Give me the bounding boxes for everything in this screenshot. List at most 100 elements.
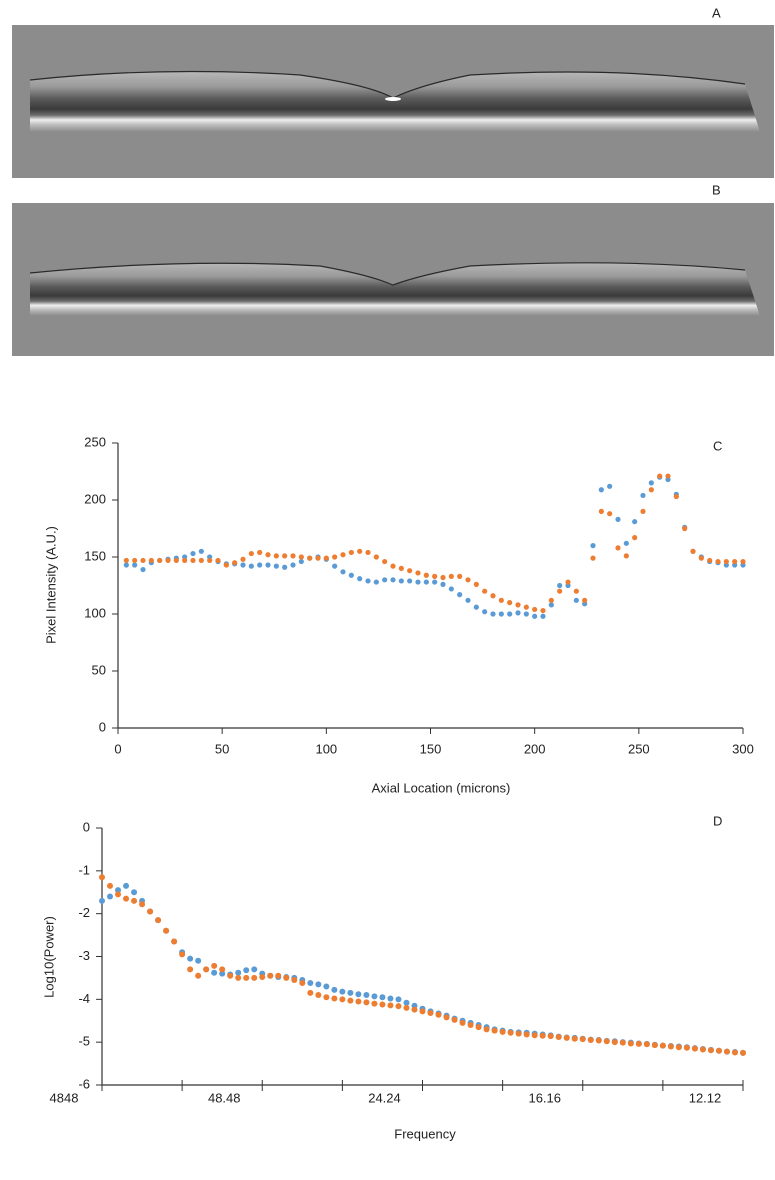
data-point bbox=[251, 966, 258, 973]
data-point bbox=[573, 597, 579, 603]
x-tick-label: 200 bbox=[524, 741, 546, 756]
data-point bbox=[299, 980, 306, 987]
y-tick-label: 50 bbox=[92, 662, 106, 677]
x-tick-label: 24.24 bbox=[368, 1090, 401, 1105]
data-point bbox=[275, 972, 282, 979]
data-point bbox=[157, 557, 163, 564]
data-point bbox=[227, 972, 234, 979]
x-tick-label: 4848 bbox=[50, 1090, 79, 1105]
y-tick-label: 0 bbox=[99, 719, 106, 734]
y-tick-label: 200 bbox=[84, 491, 106, 506]
x-tick-label: 300 bbox=[732, 741, 754, 756]
data-point bbox=[598, 508, 604, 514]
data-point bbox=[699, 1046, 706, 1053]
data-point bbox=[407, 568, 413, 574]
data-point bbox=[557, 588, 563, 594]
data-point bbox=[432, 573, 438, 579]
data-point bbox=[475, 1024, 482, 1031]
data-point bbox=[219, 970, 226, 977]
data-point bbox=[331, 986, 338, 993]
data-point bbox=[457, 592, 463, 598]
data-point bbox=[563, 1034, 570, 1041]
data-point bbox=[267, 972, 274, 979]
data-point bbox=[382, 577, 388, 583]
data-point bbox=[107, 882, 114, 889]
data-point bbox=[123, 882, 130, 889]
data-point bbox=[190, 550, 196, 557]
data-point bbox=[348, 549, 354, 556]
data-point bbox=[707, 557, 713, 564]
data-point bbox=[282, 564, 288, 570]
y-tick-label: 250 bbox=[84, 434, 106, 449]
data-point bbox=[407, 578, 413, 584]
data-point bbox=[515, 602, 521, 608]
data-point bbox=[611, 1039, 618, 1046]
data-point bbox=[432, 579, 438, 585]
data-point bbox=[132, 557, 138, 564]
data-point bbox=[448, 573, 454, 579]
data-point bbox=[251, 974, 258, 981]
data-point bbox=[403, 1004, 410, 1011]
data-point bbox=[607, 483, 613, 489]
data-point bbox=[499, 1028, 506, 1035]
data-point bbox=[403, 999, 410, 1006]
data-point bbox=[235, 974, 242, 981]
data-point bbox=[459, 1019, 466, 1026]
data-point bbox=[273, 553, 279, 559]
x-tick-label: 16.16 bbox=[528, 1090, 561, 1105]
data-point bbox=[531, 1032, 538, 1039]
data-point bbox=[532, 606, 538, 613]
data-point bbox=[507, 600, 513, 606]
data-point bbox=[465, 577, 471, 583]
data-point bbox=[379, 1001, 386, 1008]
data-point bbox=[290, 553, 296, 559]
data-point bbox=[115, 891, 122, 898]
panel-label: B bbox=[712, 182, 721, 197]
data-point bbox=[355, 998, 362, 1005]
data-point bbox=[223, 562, 229, 568]
data-point bbox=[382, 558, 388, 565]
data-point bbox=[473, 581, 479, 587]
data-point bbox=[307, 980, 314, 987]
data-point bbox=[363, 992, 370, 999]
data-point bbox=[579, 1036, 586, 1043]
data-point bbox=[219, 966, 226, 973]
data-point bbox=[265, 562, 271, 568]
data-point bbox=[211, 962, 218, 969]
data-point bbox=[365, 578, 371, 584]
data-point bbox=[173, 557, 179, 564]
data-point bbox=[365, 549, 371, 556]
x-tick-label: 12.12 bbox=[689, 1090, 722, 1105]
data-point bbox=[465, 597, 471, 603]
data-point bbox=[423, 572, 429, 578]
data-point bbox=[390, 563, 396, 569]
data-point bbox=[731, 1049, 738, 1056]
data-point bbox=[390, 577, 396, 583]
data-point bbox=[415, 579, 421, 585]
data-point bbox=[195, 957, 202, 964]
data-point bbox=[207, 557, 213, 564]
data-point bbox=[257, 562, 263, 568]
data-point bbox=[240, 556, 246, 562]
data-point bbox=[179, 951, 186, 958]
data-point bbox=[240, 562, 246, 568]
data-point bbox=[323, 555, 329, 561]
data-point bbox=[675, 1044, 682, 1051]
data-point bbox=[448, 586, 454, 592]
data-point bbox=[683, 1044, 690, 1051]
data-point bbox=[540, 607, 546, 614]
data-point bbox=[340, 552, 346, 558]
data-point bbox=[490, 593, 496, 599]
data-point bbox=[147, 908, 154, 915]
data-point bbox=[573, 588, 579, 594]
data-point bbox=[315, 981, 322, 988]
data-point bbox=[682, 525, 688, 532]
data-point bbox=[723, 1048, 730, 1055]
data-point bbox=[99, 897, 105, 904]
data-point bbox=[398, 578, 404, 584]
data-point bbox=[131, 897, 138, 904]
data-point bbox=[635, 1040, 642, 1047]
y-tick-label: -4 bbox=[78, 991, 90, 1006]
data-point bbox=[482, 609, 488, 615]
